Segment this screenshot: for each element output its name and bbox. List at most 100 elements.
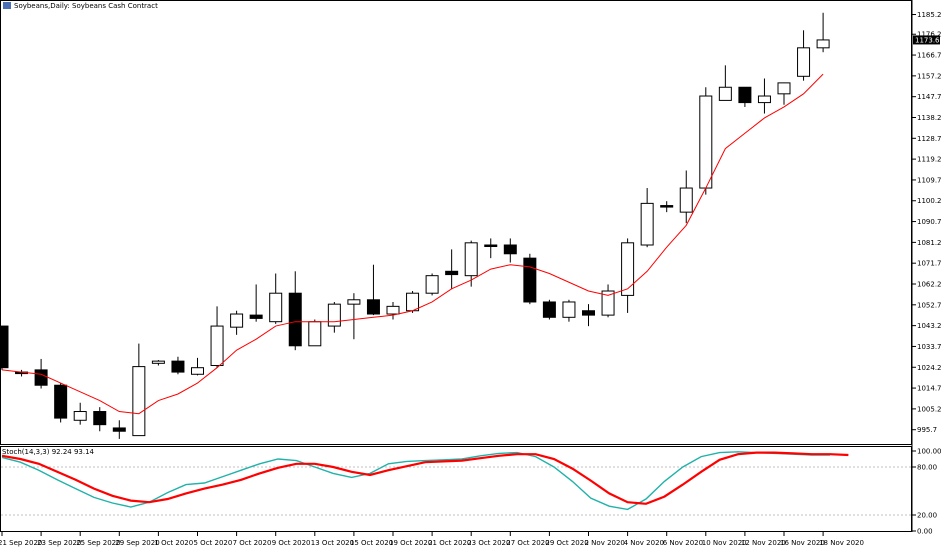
chart-title: Soybeans,Daily: Soybeans Cash Contract — [14, 2, 158, 10]
candle-body — [366, 299, 380, 315]
price-tick-label: 1147.7 — [917, 93, 941, 101]
price-tick-label: 1185.2 — [917, 11, 941, 19]
stoch-tick-label: 20.00 — [917, 512, 937, 520]
date-tick-label: 15 Oct 2020 — [350, 539, 393, 547]
candle-body — [151, 360, 165, 364]
candle-body — [660, 205, 674, 208]
candle-body — [601, 290, 615, 316]
candle — [132, 343, 146, 437]
candle — [484, 238, 498, 259]
candle — [171, 356, 185, 375]
price-tick-label: 1081.2 — [917, 239, 941, 247]
candle — [679, 170, 693, 224]
stoch-label: Stoch(14,3,3) 92.24 93.14 — [2, 448, 95, 456]
candle — [269, 273, 283, 324]
candle-body — [542, 301, 556, 318]
candle-body — [230, 313, 244, 328]
price-tick-label: 1090.7 — [917, 218, 941, 226]
candle-body — [54, 384, 68, 419]
stoch-tick-label: 100.00 — [917, 448, 941, 456]
date-tick-label: 23 Oct 2020 — [467, 539, 510, 547]
candle — [621, 238, 635, 313]
date-tick-label: 29 Oct 2020 — [545, 539, 588, 547]
candle-body — [249, 314, 263, 319]
candle-body — [132, 366, 146, 437]
candle — [93, 407, 107, 432]
candle — [191, 357, 204, 376]
date-tick-label: 6 Nov 2020 — [663, 539, 703, 547]
candle-body — [34, 369, 48, 386]
date-tick-label: 23 Sep 2020 — [37, 539, 81, 547]
candle-body — [327, 303, 341, 327]
date-tick-label: 25 Sep 2020 — [76, 539, 120, 547]
candle-body — [73, 411, 87, 421]
candle-body — [679, 187, 693, 213]
candle-body — [797, 47, 811, 77]
candle-body — [503, 244, 517, 255]
date-tick-label: 4 Nov 2020 — [624, 539, 664, 547]
date-tick-label: 27 Oct 2020 — [506, 539, 549, 547]
moving-average-line — [1, 73, 824, 415]
candle-body — [621, 242, 635, 296]
price-tick-label: 1005.2 — [917, 405, 941, 413]
candle — [523, 253, 537, 305]
date-tick-label: 10 Nov 2020 — [702, 539, 747, 547]
candle-body — [347, 299, 361, 305]
candle-body — [269, 292, 283, 323]
candle — [601, 284, 615, 318]
candle-body — [816, 39, 830, 49]
stoch-tick-label: 80.00 — [917, 464, 937, 472]
price-tick-label: 1176.2 — [917, 31, 941, 39]
date-tick-label: 12 Nov 2020 — [741, 539, 786, 547]
candle — [308, 319, 322, 347]
price-tick-label: 1128.7 — [917, 135, 941, 143]
candle-body — [464, 242, 478, 277]
date-tick-label: 29 Sep 2020 — [115, 539, 159, 547]
candle-body — [425, 275, 439, 294]
candle — [366, 264, 380, 316]
candle-body — [406, 292, 420, 312]
candle-body — [640, 202, 654, 246]
price-tick-label: 1100.2 — [917, 197, 941, 205]
stoch-main-line — [1, 451, 830, 511]
stoch-signal-line — [1, 451, 849, 505]
date-tick-label: 18 Nov 2020 — [819, 539, 864, 547]
candle-body — [562, 301, 576, 318]
symbol-icon — [3, 2, 11, 9]
candle — [54, 383, 68, 423]
date-tick-label: 1 Oct 2020 — [154, 539, 193, 547]
candle — [464, 240, 478, 287]
price-tick-label: 1014.7 — [917, 385, 941, 393]
candle-body — [523, 257, 537, 303]
price-tick-label: 1166.7 — [917, 52, 941, 60]
candle — [230, 310, 244, 335]
candle — [660, 201, 674, 213]
candle-body — [93, 411, 107, 426]
candle — [288, 271, 302, 351]
date-tick-label: 7 Oct 2020 — [233, 539, 272, 547]
price-tick-label: 1062.2 — [917, 281, 941, 289]
candle — [151, 360, 165, 366]
price-tick-label: 1138.2 — [917, 114, 941, 122]
candle-body — [210, 325, 224, 367]
candle-body — [288, 292, 302, 347]
price-axis: 1185.2 1176.2 1166.7 1157.2 1147.7 1138.2 1128… — [912, 11, 941, 434]
candle — [582, 304, 595, 327]
date-tick-label: 13 Oct 2020 — [311, 539, 354, 547]
candle — [562, 299, 576, 322]
date-tick-label: 19 Oct 2020 — [389, 539, 432, 547]
price-tick-label: 1157.2 — [917, 72, 941, 80]
candle-body — [112, 427, 126, 432]
price-tick-label: 1024.2 — [917, 364, 941, 372]
price-tick-label: 1119.2 — [917, 156, 941, 164]
date-tick-label: 9 Oct 2020 — [272, 539, 311, 547]
stoch-axis: 100.00 80.00 20.00 0.00 — [912, 448, 941, 536]
candles — [0, 12, 830, 439]
candle — [406, 291, 420, 313]
date-tick-label: 16 Nov 2020 — [780, 539, 825, 547]
date-tick-label: 5 Oct 2020 — [194, 539, 233, 547]
date-tick-label: 2 Nov 2020 — [585, 539, 625, 547]
candle — [777, 82, 791, 105]
